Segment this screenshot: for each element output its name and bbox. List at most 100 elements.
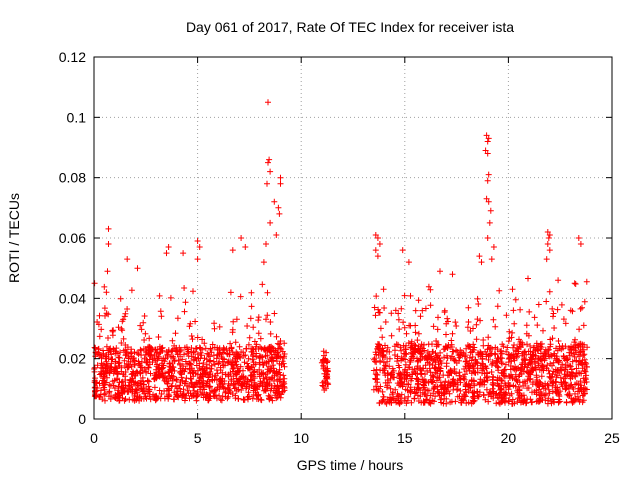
data-point [521,363,528,370]
data-point [374,371,380,378]
y-tick-label: 0.08 [59,170,86,186]
data-point [423,396,429,403]
data-point [267,330,274,337]
data-point [143,395,150,402]
data-point [168,348,175,355]
data-point [388,399,395,406]
data-point [410,369,417,375]
data-point [577,305,584,312]
data-point [522,380,529,387]
data-point [103,289,110,296]
data-point [514,378,521,385]
data-point [407,344,414,351]
data-point [582,368,589,375]
data-point [556,393,563,400]
data-point [476,381,483,388]
data-point [506,397,513,404]
data-point [255,317,262,324]
data-point [206,384,213,391]
data-point [222,371,229,378]
data-point [265,345,271,352]
data-point [573,365,580,372]
data-point [523,322,530,329]
data-point [212,387,219,394]
data-point [572,336,578,343]
data-point [216,386,223,393]
data-point [464,324,471,331]
data-point [448,367,454,374]
data-point [533,381,540,388]
data-point [467,362,474,369]
data-point [114,376,120,383]
data-point [122,352,129,359]
data-point [238,382,245,388]
data-point [188,333,195,339]
data-point [448,341,455,348]
data-point [374,379,381,386]
data-point [506,354,513,361]
data-point [411,366,418,373]
data-point [281,340,288,347]
data-point [392,307,399,314]
data-point [138,326,145,333]
data-point [106,393,112,400]
data-point [181,351,187,358]
data-point [444,315,451,322]
data-point [411,345,418,352]
data-point [539,363,546,370]
data-point [484,235,491,241]
data-point [141,355,148,362]
data-point [233,371,240,378]
data-point [484,177,491,184]
data-point [171,345,177,352]
data-point [254,386,261,393]
data-point [452,319,459,326]
data-point [103,351,110,358]
data-point [423,355,430,362]
data-point [179,356,186,363]
data-point [443,363,450,370]
data-point [459,396,466,403]
data-point [133,386,140,393]
data-point [412,342,419,349]
data-point [564,372,571,379]
data-point [275,204,282,211]
data-point [250,324,257,331]
data-point [166,373,173,380]
data-point [551,325,558,331]
data-point [476,389,483,396]
data-point [560,378,567,385]
data-point [527,343,534,349]
data-point [538,373,545,380]
data-point [468,377,475,383]
data-point [256,359,263,366]
data-point [441,381,448,388]
data-point [454,393,461,400]
data-point [380,396,387,403]
data-point [141,337,148,343]
data-point [211,373,218,379]
data-point [121,357,128,364]
data-point [510,382,517,389]
data-point [515,373,522,380]
data-point [376,400,383,407]
data-point [195,355,202,362]
data-point [151,355,158,362]
data-point [442,343,449,350]
data-point [420,381,427,388]
data-point [537,389,544,395]
data-point [145,351,152,358]
data-point [117,295,124,302]
data-point [141,313,148,319]
data-point [190,383,197,390]
data-point [555,277,562,284]
data-point [188,393,195,400]
data-point [521,357,527,364]
data-point [529,361,535,367]
data-point [538,366,545,373]
data-point [457,376,464,383]
data-point [259,281,266,288]
data-point [543,256,550,263]
data-point [216,323,223,330]
data-point [492,351,499,358]
